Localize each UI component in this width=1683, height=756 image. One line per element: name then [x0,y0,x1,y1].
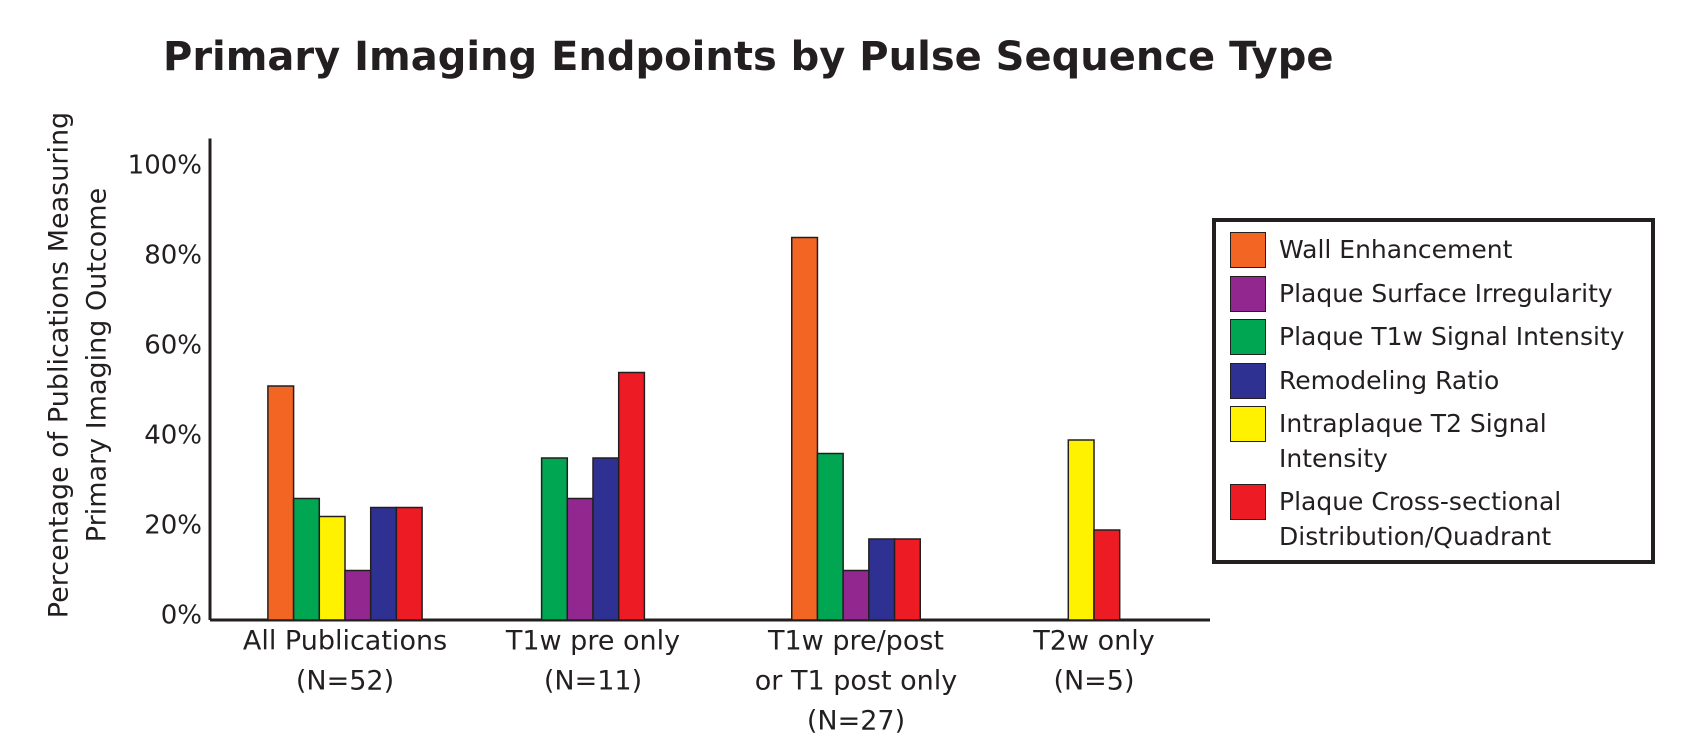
legend-label: Plaque T1w Signal Intensity [1279,322,1625,352]
legend-item: Intraplaque T2 Signal Intensity [1230,406,1643,476]
bar [540,457,569,621]
y-tick-label: 60% [144,331,202,361]
x-tick-label: T1w pre/post [767,626,944,657]
legend-item: Plaque T1w Signal Intensity [1230,319,1643,356]
legend-swatch [1230,319,1266,356]
x-tick-label: or T1 post only [755,666,957,697]
x-tick-label: (N=52) [296,666,394,697]
y-axis-title: Percentage of Publications Measuring Pri… [44,112,113,618]
legend-item: Wall Enhancement [1230,232,1643,268]
x-tick-label: T2w only [1032,626,1154,657]
legend-swatch [1230,362,1266,399]
legend-item: Remodeling Ratio [1230,362,1643,399]
bar [1067,439,1095,621]
bar [592,457,620,621]
x-tick-label: (N=11) [544,666,642,697]
bar [791,236,819,621]
bar [292,497,321,621]
y-axis-title-line: Primary Imaging Outcome [82,188,113,542]
bar [893,538,921,621]
bar [842,569,870,621]
legend-label: Remodeling Ratio [1279,365,1500,395]
legend: Wall Enhancement Plaque Surface Irregular… [1212,218,1655,564]
legend-label: Intraplaque T2 Signal Intensity [1279,409,1547,474]
legend-swatch [1230,406,1266,443]
legend-swatch [1230,232,1266,268]
bar [566,497,594,621]
y-tick-label: 0% [161,601,202,631]
legend-item: Plaque Surface Irregularity [1230,275,1643,312]
bar [1093,529,1121,621]
bar [816,452,844,621]
legend-label: Plaque Cross-sectional Distribution/Quad… [1279,486,1562,551]
x-tick-label: T1w pre only [505,626,680,657]
bar [868,538,896,621]
x-tick-label: All Publications [243,626,447,657]
y-tick-label: 40% [144,421,202,451]
y-tick-label: 20% [144,511,202,541]
x-tick-label: (N=27) [807,706,905,737]
y-tick-label: 80% [144,241,202,271]
bar [267,385,295,621]
bar [617,371,646,621]
bar [395,506,423,621]
legend-swatch [1230,483,1266,520]
bar [369,506,398,621]
y-axis-title-line: Percentage of Publications Measuring [44,112,75,618]
legend-swatch [1230,275,1266,312]
legend-item: Plaque Cross-sectional Distribution/Quad… [1230,483,1643,554]
bar [318,515,346,621]
x-tick-label: (N=5) [1053,666,1134,697]
bar [344,569,372,621]
legend-label: Plaque Surface Irregularity [1279,278,1613,308]
chart-title: Primary Imaging Endpoints by Pulse Seque… [163,34,1333,80]
y-tick-label: 100% [128,151,202,181]
legend-label: Wall Enhancement [1279,235,1513,264]
